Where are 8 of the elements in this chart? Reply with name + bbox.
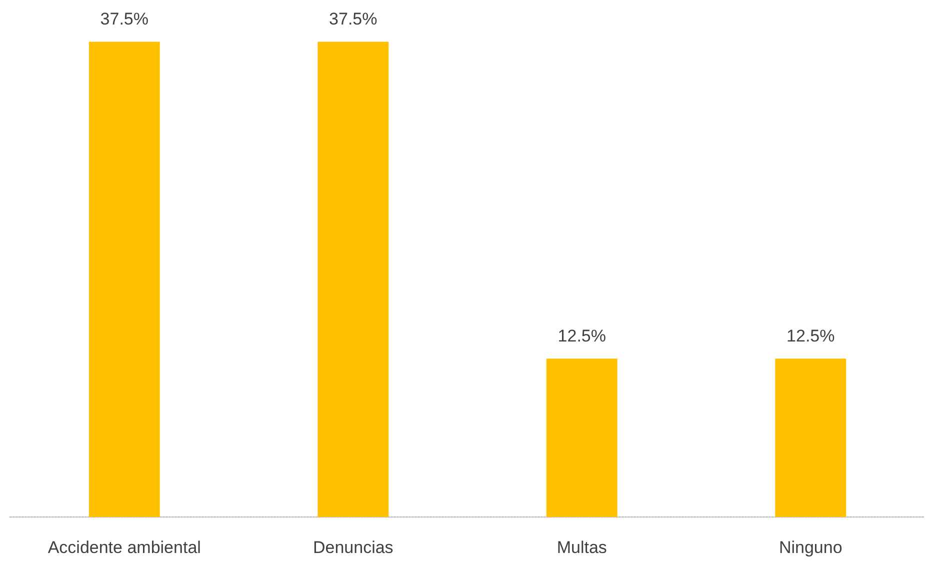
- data-label: 12.5%: [558, 326, 606, 346]
- data-label: 12.5%: [786, 326, 835, 346]
- data-label: 37.5%: [100, 10, 148, 29]
- x-tick-label: Accidente ambiental: [48, 538, 201, 557]
- x-tick-label: Ninguno: [778, 538, 842, 557]
- data-label: 37.5%: [329, 10, 378, 29]
- x-tick-label: Multas: [556, 538, 607, 557]
- x-tick-label: Denuncias: [312, 538, 394, 557]
